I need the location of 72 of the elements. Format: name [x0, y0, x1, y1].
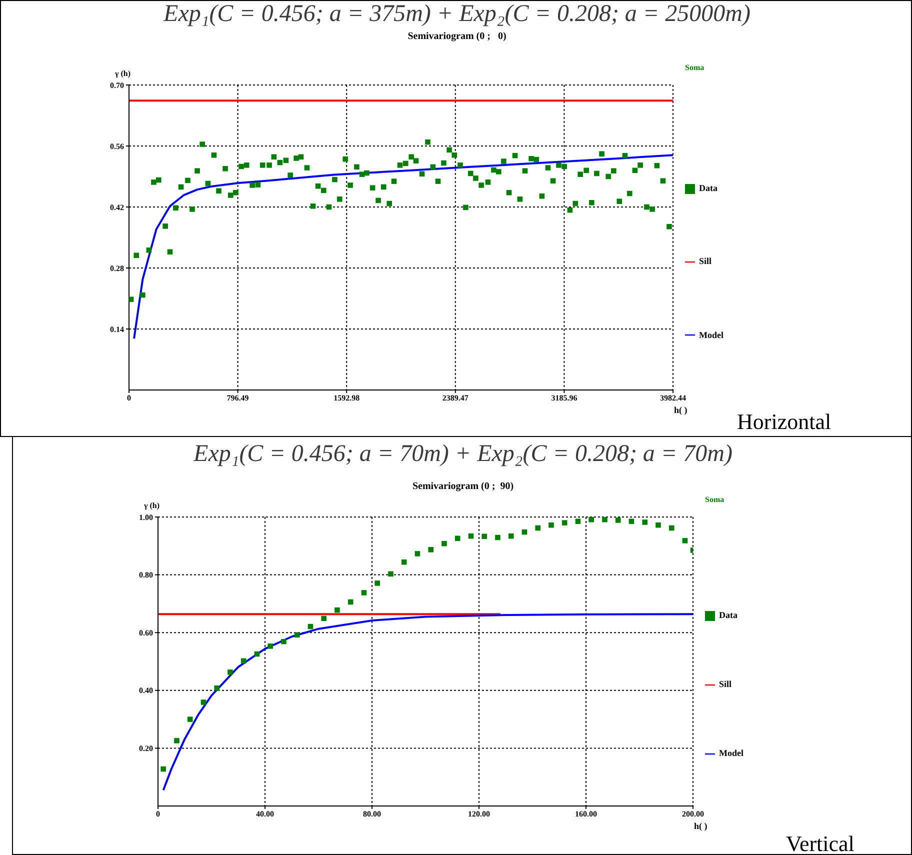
- point: [321, 616, 326, 622]
- point: [454, 536, 460, 542]
- point: [187, 716, 193, 722]
- point: [615, 518, 621, 523]
- chart-title: Exp₁(C = 0.456; a = 375m) + Exp₂(C = 0.208; a = 25000m): [162, 1, 752, 28]
- y-axis-title: γ (h): [115, 69, 131, 78]
- point: [174, 738, 180, 744]
- legend-title: Soma: [705, 495, 724, 504]
- point: [388, 571, 394, 577]
- x-tick-label: 3185.96: [551, 394, 578, 403]
- point: [428, 547, 434, 552]
- point: [228, 670, 233, 675]
- x-tick-label: 0: [156, 810, 160, 819]
- y-axis-title: γ (h): [144, 501, 160, 510]
- x-tick-label: 200.00: [682, 810, 704, 819]
- x-tick-label: 40.00: [256, 810, 274, 819]
- point: [535, 525, 540, 531]
- point: [575, 518, 581, 524]
- point: [628, 518, 634, 524]
- legend-label: Data: [719, 610, 738, 620]
- line-series: [133, 154, 673, 340]
- x-axis-title: h( ): [674, 405, 688, 416]
- text: Vertical: [786, 831, 854, 855]
- point: [682, 538, 688, 544]
- point: [588, 517, 594, 522]
- point: [562, 520, 568, 526]
- point: [442, 540, 447, 546]
- y-tick-label: 0.70: [110, 80, 124, 90]
- x-tick-label: 160.00: [575, 810, 597, 819]
- point: [281, 638, 286, 644]
- y-tick-label: 0.56: [110, 142, 124, 151]
- point: [495, 534, 500, 540]
- x-tick-label: 80.00: [363, 810, 381, 819]
- y-tick-label: 0.40: [139, 686, 153, 696]
- legend-title: Soma: [685, 63, 704, 72]
- y-tick-label: 0.20: [139, 744, 153, 754]
- chart-subtitle: Semivariogram (0 ; 90): [411, 481, 515, 492]
- legend-label: Model: [719, 748, 744, 758]
- y-tick-label: 0.28: [110, 264, 124, 273]
- x-tick-label: 3982.44: [660, 394, 686, 403]
- point: [482, 534, 487, 540]
- text: Horizontal: [737, 409, 832, 435]
- y-tick-label: 0.42: [110, 202, 124, 212]
- point: [602, 517, 608, 522]
- x-tick-label: 0: [127, 394, 131, 403]
- point: [548, 522, 554, 528]
- point: [414, 551, 420, 556]
- point: [268, 644, 273, 649]
- point: [160, 766, 166, 772]
- legend-label: Sill: [719, 678, 732, 689]
- point: [200, 700, 206, 705]
- x-tick-label: 2389.47: [442, 394, 468, 403]
- chart-title: Exp₁(C = 0.456; a = 70m) + Exp₂(C = 0.208; a = 70m): [192, 441, 734, 468]
- x-tick-label: 796.49: [226, 394, 249, 403]
- x-tick-label: 1592.98: [334, 394, 360, 403]
- point: [334, 607, 340, 613]
- y-tick-label: 0.80: [139, 570, 153, 580]
- legend-label: Data: [699, 183, 718, 194]
- legend-label: Model: [699, 330, 724, 340]
- y-tick-label: 0.60: [139, 628, 153, 638]
- line-series: [162, 613, 693, 792]
- point: [642, 520, 648, 525]
- legend-label: Sill: [699, 256, 712, 266]
- y-tick-label: 0.14: [110, 324, 124, 334]
- y-tick-label: 1.00: [139, 512, 153, 522]
- x-tick-label: 120.00: [468, 810, 490, 819]
- x-axis-title: h( ): [694, 821, 708, 832]
- point: [214, 685, 220, 691]
- point: [374, 580, 380, 586]
- point: [656, 522, 661, 528]
- chart-subtitle: Semivariogram (0 ; 0): [406, 31, 508, 42]
- point: [361, 590, 367, 596]
